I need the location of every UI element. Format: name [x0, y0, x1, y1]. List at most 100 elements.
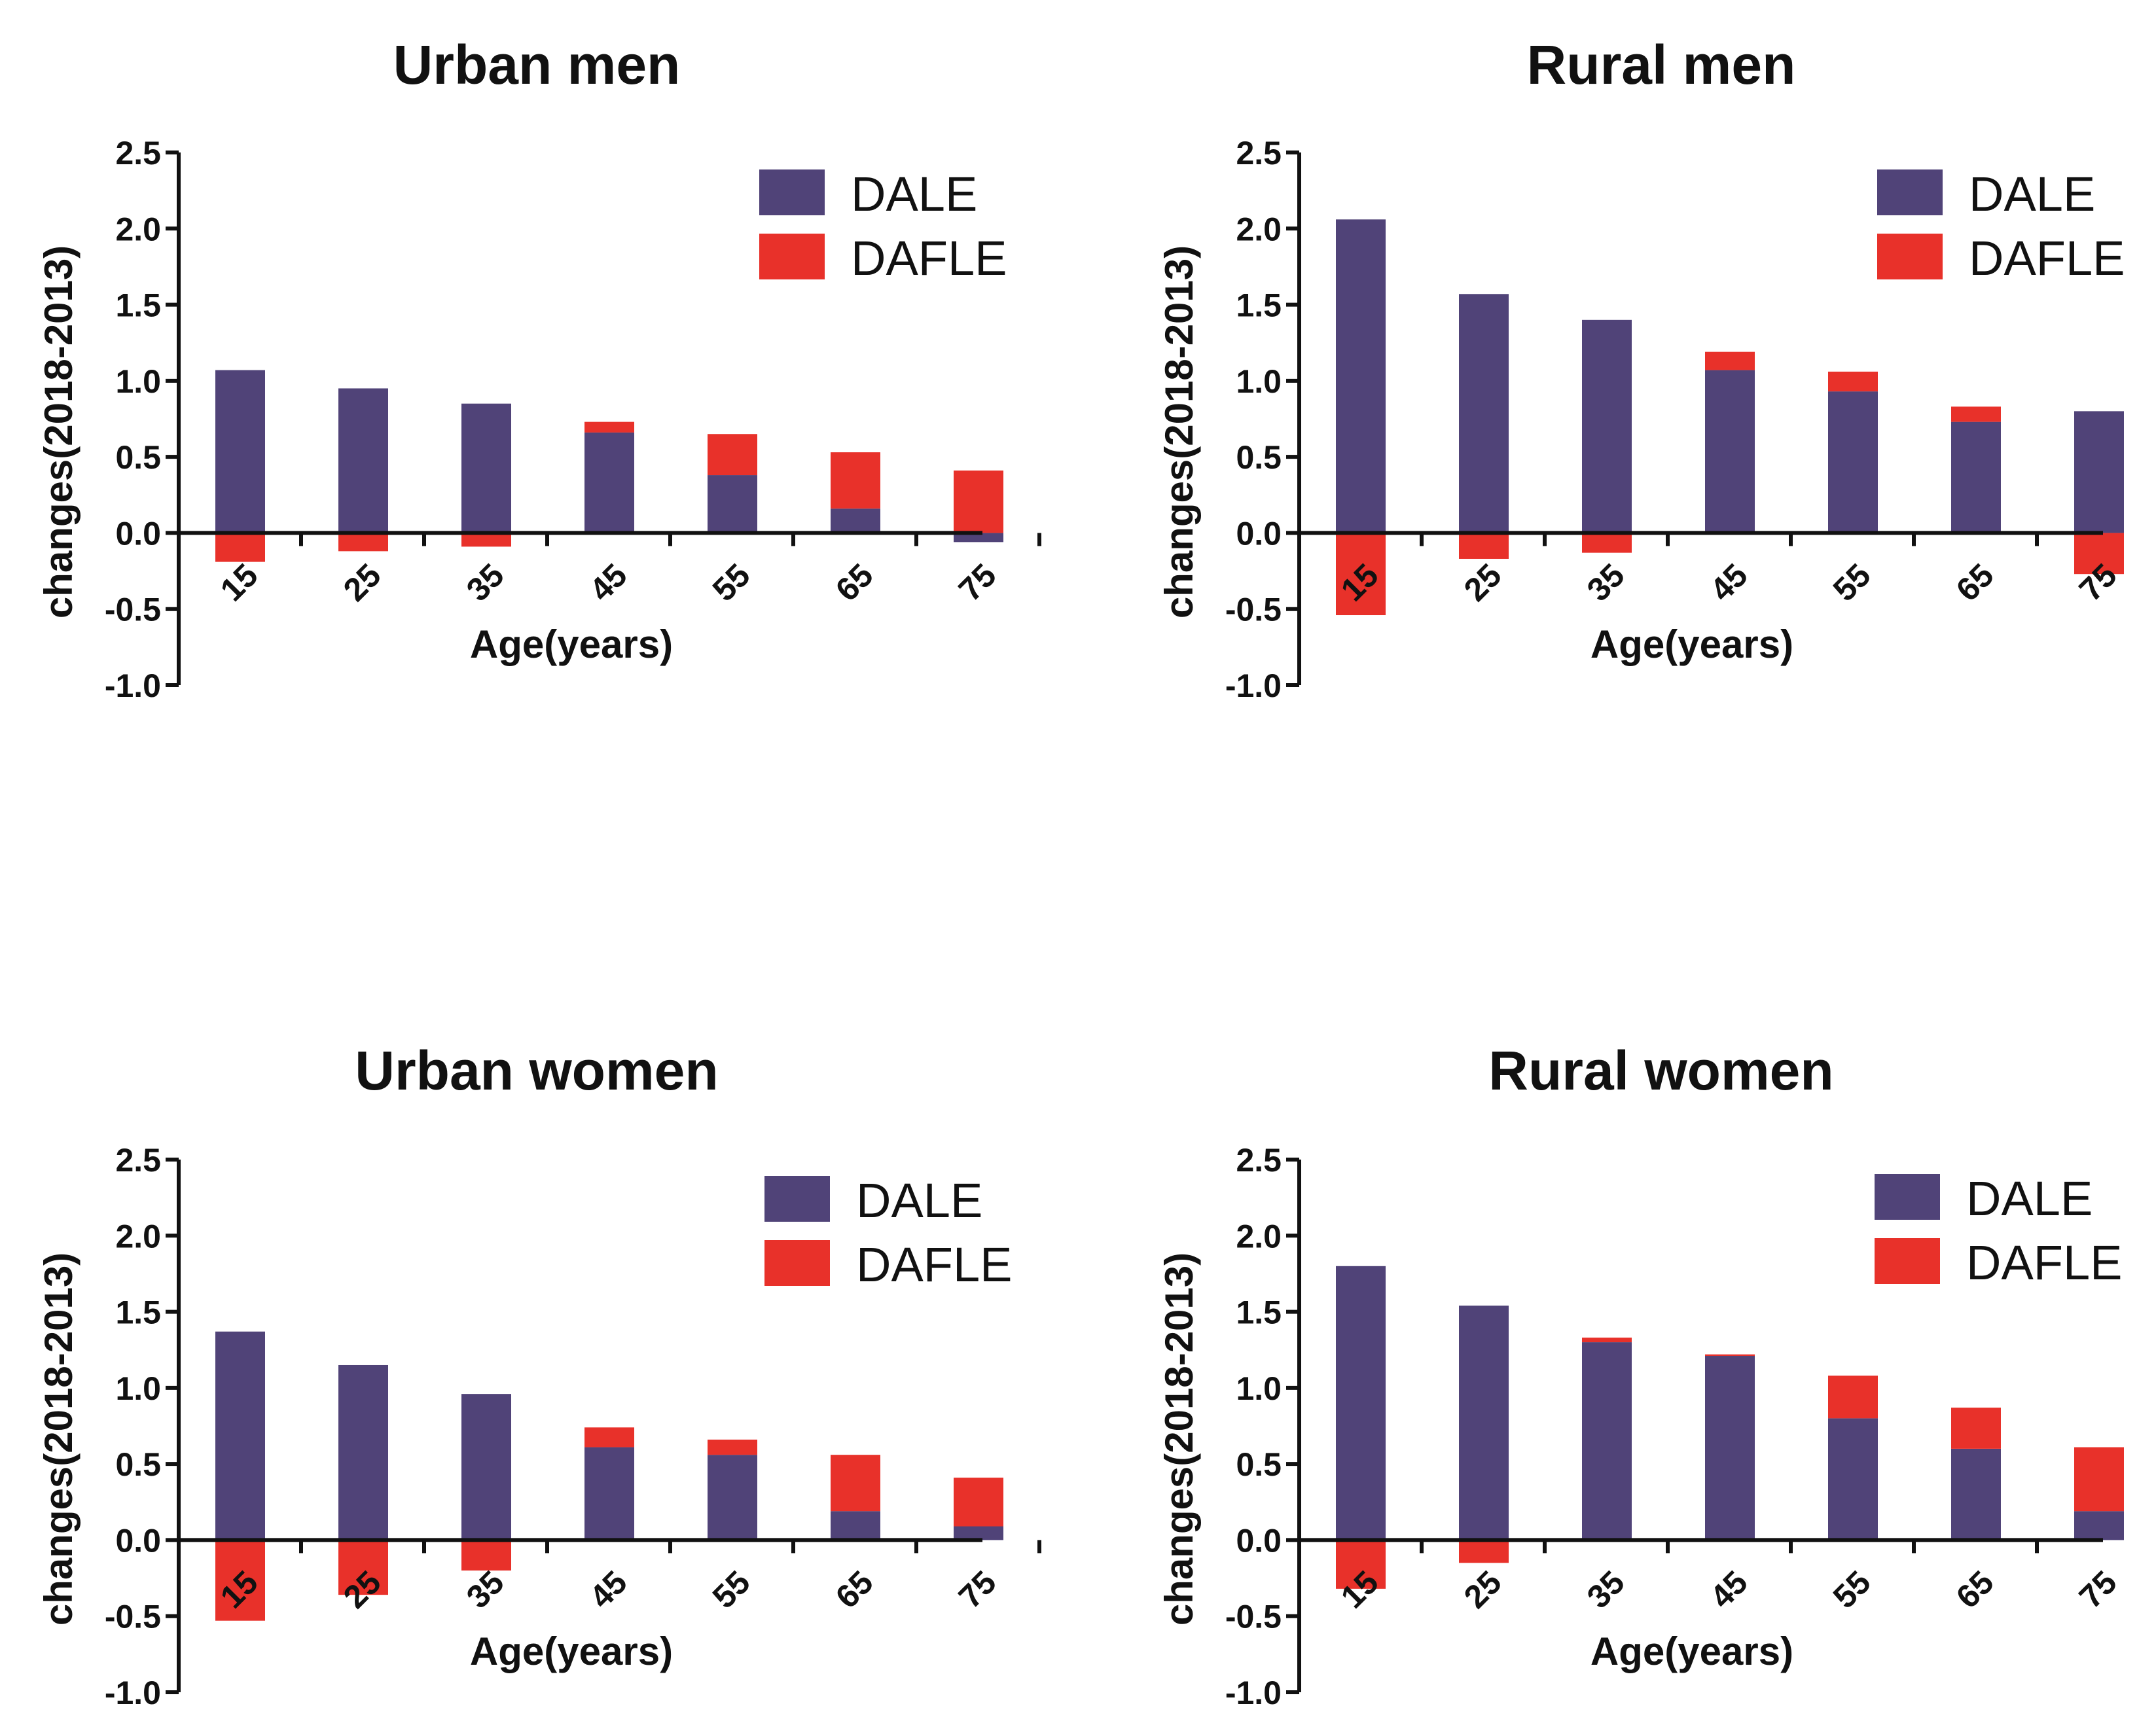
x-tick-label: 65 — [829, 557, 880, 609]
y-tick-label: 1.0 — [115, 1370, 161, 1407]
dafle-bar — [954, 1478, 1003, 1527]
legend-swatch-dafle — [1877, 234, 1943, 279]
y-axis-label: changes(2018-2013) — [1157, 245, 1201, 618]
x-tick-label: 65 — [1949, 1564, 2001, 1616]
legend-label-dale: DALE — [1966, 1171, 2093, 1226]
x-tick-label: 25 — [1457, 1564, 1509, 1616]
y-tick-label: 1.5 — [115, 1294, 161, 1331]
dale-bar — [1828, 1418, 1878, 1540]
y-tick-label: -0.5 — [1225, 592, 1282, 628]
y-tick-label: 1.5 — [115, 287, 161, 324]
dafle-bar — [2074, 1447, 2124, 1512]
legend-swatch-dafle — [759, 234, 825, 279]
y-tick-label: 0.5 — [115, 1446, 161, 1483]
dafle-bar — [584, 421, 634, 433]
dafle-bar — [1582, 533, 1632, 553]
dale-bar — [1336, 219, 1386, 533]
x-tick-label: 25 — [336, 557, 388, 609]
y-tick-label: 2.5 — [115, 135, 161, 171]
x-axis-label: Age(years) — [470, 1629, 673, 1673]
legend-label-dale: DALE — [856, 1173, 982, 1228]
dale-bar — [831, 1511, 880, 1540]
dale-bar — [461, 1394, 511, 1540]
x-tick-label: 35 — [1580, 1564, 1632, 1616]
y-tick-label: -1.0 — [105, 667, 161, 704]
y-tick-label: 0.0 — [1236, 1522, 1282, 1559]
y-tick-label: 1.5 — [1236, 287, 1282, 324]
dafle-bar — [2074, 533, 2124, 575]
x-tick-label: 15 — [213, 557, 265, 609]
dafle-bar — [1705, 351, 1755, 370]
dale-bar — [1582, 319, 1632, 533]
y-tick-label: 2.0 — [115, 211, 161, 247]
dafle-bar — [338, 1540, 388, 1595]
dafle-bar — [831, 452, 880, 509]
x-tick-label: 45 — [1703, 557, 1755, 609]
legend-swatch-dafle — [764, 1240, 830, 1286]
x-tick-label: 35 — [459, 557, 511, 609]
dafle-bar — [1459, 533, 1509, 559]
dafle-bar — [461, 533, 511, 547]
y-tick-label: 0.5 — [1236, 1446, 1282, 1483]
x-tick-label: 75 — [2072, 1564, 2124, 1616]
dale-bar — [338, 1364, 388, 1540]
y-axis-label: changes(2018-2013) — [37, 245, 81, 618]
chart-title: Rural men — [1527, 34, 1796, 96]
dale-bar — [584, 432, 634, 533]
dale-bar — [215, 1331, 265, 1540]
chart-panel: Urban men 2.5 2.0 1.5 1.0 0.5 0.0 -0.5 -1.0 15 25 3… — [37, 34, 1041, 704]
dale-bar — [461, 403, 511, 533]
y-axis-label: changes(2018-2013) — [1157, 1252, 1201, 1625]
y-tick-label: -0.5 — [105, 592, 161, 628]
legend-label-dale: DALE — [851, 167, 977, 221]
dale-bar — [215, 370, 265, 533]
dale-bar — [1951, 1448, 2001, 1540]
y-tick-label: 0.5 — [1236, 439, 1282, 476]
x-tick-label: 75 — [952, 1564, 1003, 1616]
dale-bar — [2074, 411, 2124, 533]
dafle-bar — [584, 1427, 634, 1448]
x-axis-label: Age(years) — [1590, 622, 1793, 666]
x-tick-label: 45 — [1703, 1564, 1755, 1616]
y-tick-label: 1.0 — [115, 363, 161, 400]
chart-title: Urban women — [355, 1040, 718, 1101]
y-tick-label: 2.5 — [115, 1142, 161, 1179]
dale-bar — [1828, 391, 1878, 533]
dafle-bar — [1951, 406, 2001, 422]
chart-title: Rural women — [1488, 1040, 1833, 1101]
legend-swatch-dale — [1875, 1174, 1940, 1220]
x-tick-label: 55 — [1826, 1564, 1878, 1616]
x-tick-label: 45 — [583, 1564, 634, 1616]
dafle-bar — [1459, 1540, 1509, 1563]
y-tick-label: 1.0 — [1236, 1370, 1282, 1407]
legend-label-dafle: DAFLE — [851, 231, 1007, 285]
dafle-bar — [1582, 1338, 1632, 1343]
dafle-bar — [1336, 533, 1386, 616]
dafle-bar — [708, 434, 757, 476]
dale-bar — [1336, 1266, 1386, 1540]
x-tick-label: 55 — [706, 557, 757, 609]
dale-bar — [1459, 294, 1509, 533]
dafle-bar — [708, 1439, 757, 1455]
legend-label-dale: DALE — [1969, 167, 2095, 221]
x-tick-label: 65 — [829, 1564, 880, 1616]
legend-label-dafle: DAFLE — [1966, 1235, 2123, 1290]
x-tick-label: 65 — [1949, 557, 2001, 609]
dale-bar — [954, 1526, 1003, 1540]
y-tick-label: 1.5 — [1236, 1294, 1282, 1331]
dale-bar — [1582, 1342, 1632, 1540]
y-tick-label: 1.0 — [1236, 363, 1282, 400]
chart-title: Urban men — [393, 34, 681, 96]
y-tick-label: -0.5 — [1225, 1599, 1282, 1635]
dale-bar — [954, 533, 1003, 542]
x-axis-label: Age(years) — [1590, 1629, 1793, 1673]
y-tick-label: 0.0 — [115, 515, 161, 552]
dafle-bar — [1828, 1376, 1878, 1419]
y-tick-label: -1.0 — [1225, 1675, 1282, 1711]
dafle-bar — [1828, 371, 1878, 392]
y-tick-label: 0.0 — [1236, 515, 1282, 552]
y-tick-label: 0.0 — [115, 1522, 161, 1559]
